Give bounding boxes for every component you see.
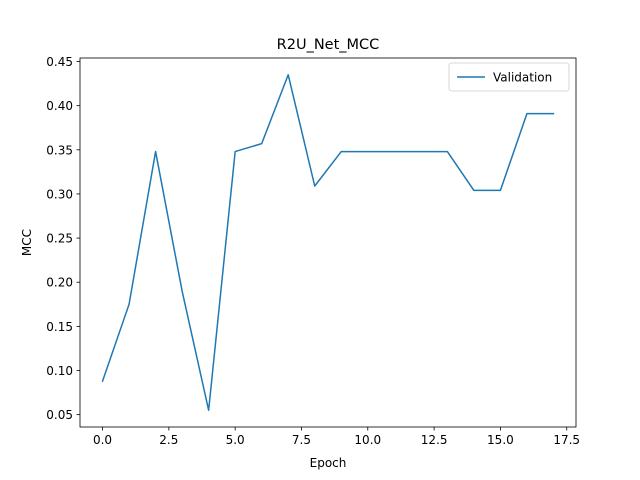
x-axis-ticks: 0.0 2.5 5.0 7.5 10.0 12.5 15.0 17.5 [93,427,580,447]
x-axis-label: Epoch [310,456,347,470]
y-tick-label: 0.20 [46,276,73,290]
chart-title: R2U_Net_MCC [277,37,380,53]
x-tick-label: 7.5 [292,433,311,447]
legend-label: Validation [493,71,552,85]
legend: Validation [448,62,570,92]
y-axis-ticks: 0.05 0.10 0.15 0.20 0.25 0.30 0.35 0.40 0.45 [46,55,80,422]
x-tick-label: 17.5 [553,433,580,447]
series-line-validation [101,74,555,411]
series-layer [101,74,555,411]
x-tick-label: 12.5 [421,433,448,447]
x-tick-label: 5.0 [226,433,245,447]
y-tick-label: 0.45 [46,55,73,69]
axes-frame [79,57,577,428]
y-tick-label: 0.40 [46,99,73,113]
legend-box [448,62,570,92]
y-tick-label: 0.30 [46,187,73,201]
x-tick-label: 10.0 [354,433,381,447]
y-tick-label: 0.25 [46,232,73,246]
y-tick-label: 0.10 [46,364,73,378]
y-tick-label: 0.35 [46,143,73,157]
y-tick-label: 0.15 [46,320,73,334]
x-tick-label: 2.5 [159,433,178,447]
plot-area [79,57,577,428]
y-tick-label: 0.05 [46,408,73,422]
x-tick-label: 15.0 [487,433,514,447]
x-tick-label: 0.0 [93,433,112,447]
y-axis-label: MCC [20,229,34,256]
